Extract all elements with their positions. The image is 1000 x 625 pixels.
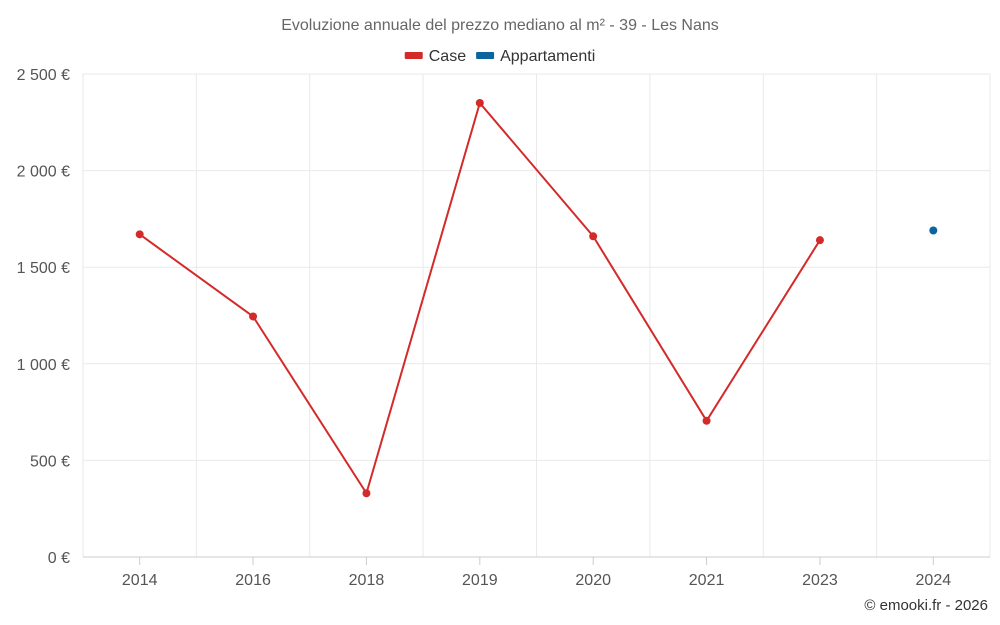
series-layer: [135, 98, 938, 498]
data-point[interactable]: [929, 226, 938, 235]
x-tick-label: 2016: [235, 572, 271, 589]
series-case: [135, 98, 824, 498]
legend-swatch: [404, 52, 423, 59]
data-point[interactable]: [475, 98, 484, 107]
x-tick-label: 2018: [349, 572, 385, 589]
y-tick-label: 500 €: [30, 453, 70, 470]
series-appartamenti: [929, 226, 938, 235]
y-tick-label: 0 €: [48, 550, 70, 567]
y-axis: 0 € 500 € 1 000 € 1 500 € 2 000 € 2 500 €: [17, 67, 70, 567]
chart-title: Evoluzione annuale del prezzo mediano al…: [281, 17, 719, 34]
legend-label: Appartamenti: [500, 48, 595, 65]
data-point[interactable]: [589, 232, 598, 241]
x-tick-label: 2014: [122, 572, 158, 589]
data-point[interactable]: [815, 236, 824, 245]
legend-label: Case: [429, 48, 466, 65]
x-tick-label: 2023: [802, 572, 838, 589]
legend-swatch: [476, 52, 495, 59]
credit-text: © emooki.fr - 2026: [864, 597, 988, 614]
data-point[interactable]: [362, 489, 371, 498]
y-tick-label: 1 500 €: [17, 260, 70, 277]
y-tick-label: 2 000 €: [17, 164, 70, 181]
series-line: [139, 101, 821, 495]
legend-item-case[interactable]: Case: [404, 48, 466, 65]
data-point[interactable]: [702, 416, 711, 425]
x-tick-label: 2021: [689, 572, 725, 589]
legend-item-appartamenti[interactable]: Appartamenti: [476, 48, 595, 65]
data-point[interactable]: [135, 230, 144, 239]
grid-lines: [82, 73, 991, 557]
x-tick-label: 2024: [916, 572, 952, 589]
data-point[interactable]: [249, 312, 258, 321]
x-tick-label: 2020: [575, 572, 611, 589]
x-tick-label: 2019: [462, 572, 498, 589]
y-tick-label: 1 000 €: [17, 357, 70, 374]
legend: Case Appartamenti: [404, 48, 595, 65]
x-axis: 2014 2016 2018 2019 2020 2021 2023 2024: [83, 556, 990, 589]
y-tick-label: 2 500 €: [17, 67, 70, 84]
